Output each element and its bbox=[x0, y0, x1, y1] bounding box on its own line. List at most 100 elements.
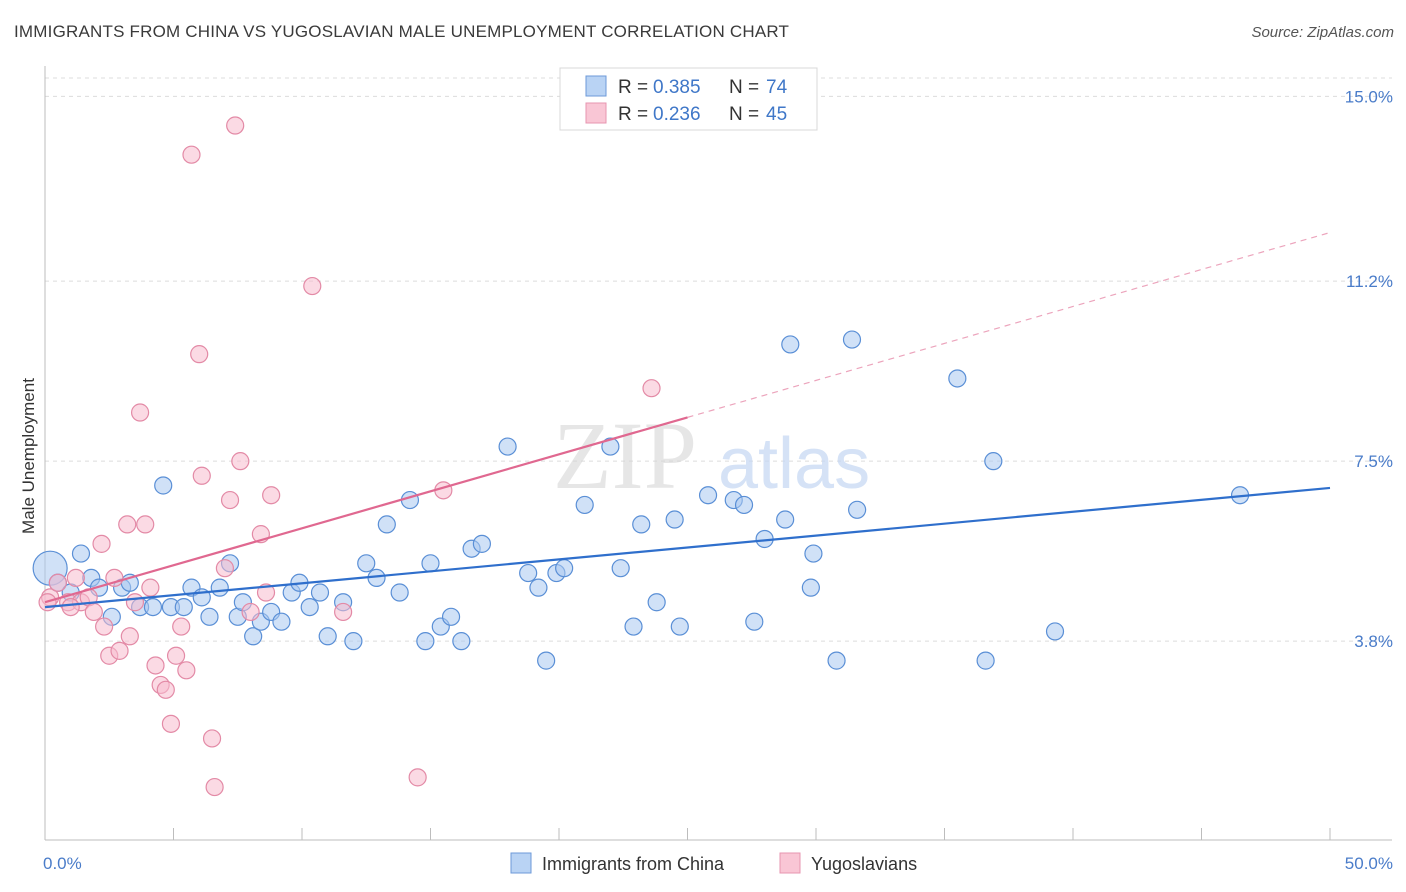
china-point bbox=[519, 563, 538, 583]
china-point bbox=[948, 369, 967, 388]
yugo-point bbox=[141, 578, 160, 597]
china-point bbox=[344, 632, 363, 651]
china-point bbox=[210, 578, 229, 597]
yugo-trend-line bbox=[44, 416, 688, 604]
trend-lines bbox=[44, 231, 1331, 609]
yugo-point bbox=[303, 276, 322, 296]
china-point bbox=[601, 437, 620, 456]
yugo-point bbox=[215, 559, 234, 578]
legend-swatch-china bbox=[585, 75, 607, 97]
bottom-legend-china: Immigrants from China bbox=[542, 854, 725, 874]
legend-yugo-n-label: N = bbox=[729, 104, 759, 125]
y-tick-label: 15.0% bbox=[1345, 87, 1393, 106]
china-point bbox=[647, 593, 666, 612]
yugo-point bbox=[177, 661, 196, 680]
y-axis-label: Male Unemployment bbox=[19, 378, 38, 534]
watermark-atlas: atlas bbox=[718, 424, 870, 504]
yugo-point bbox=[220, 490, 240, 510]
china-point bbox=[611, 559, 630, 578]
china-point bbox=[357, 554, 376, 573]
axes bbox=[44, 66, 1392, 841]
yugo-point bbox=[161, 714, 181, 733]
china-point bbox=[976, 651, 995, 670]
yugo-point bbox=[61, 597, 80, 617]
china-point bbox=[498, 437, 517, 456]
china-point bbox=[827, 651, 846, 670]
bottom-legend-swatch-china bbox=[510, 852, 532, 874]
grid-lines bbox=[45, 77, 1392, 642]
china-point bbox=[452, 632, 471, 651]
yugo-point bbox=[205, 777, 224, 797]
yugo-point bbox=[48, 573, 67, 592]
yugo-point bbox=[92, 534, 111, 553]
china-point bbox=[154, 476, 173, 495]
china-point bbox=[842, 330, 862, 349]
china-point bbox=[300, 597, 319, 617]
yugo-point bbox=[156, 680, 175, 699]
china-point bbox=[745, 612, 764, 631]
yugo-point bbox=[226, 116, 245, 135]
china-point bbox=[71, 544, 91, 563]
y-tick-labels: 3.8% 7.5% 11.2% 15.0% bbox=[1345, 87, 1393, 651]
china-point bbox=[665, 510, 684, 529]
china-point bbox=[272, 612, 291, 631]
y-tick-label: 3.8% bbox=[1354, 632, 1393, 651]
yugo-point bbox=[202, 729, 222, 748]
legend-china-r-label: R = bbox=[618, 77, 648, 98]
legend-china-n-value: 74 bbox=[766, 77, 788, 98]
y-tick-label: 7.5% bbox=[1354, 452, 1393, 471]
china-point bbox=[848, 500, 867, 519]
bottom-legend: Immigrants from China Yugoslavians bbox=[510, 852, 917, 874]
china-point bbox=[575, 495, 594, 515]
china-point bbox=[377, 515, 396, 534]
yugo-point bbox=[182, 145, 201, 164]
yugo-point bbox=[110, 641, 129, 660]
yugo-point bbox=[84, 602, 103, 622]
yugo-point bbox=[241, 602, 260, 622]
china-point bbox=[441, 607, 461, 626]
legend-yugo-r-value: 0.236 bbox=[653, 104, 701, 125]
china-trend-line bbox=[44, 486, 1331, 609]
y-tick-label: 11.2% bbox=[1346, 272, 1393, 291]
yugo-point bbox=[95, 617, 114, 636]
yugo-point bbox=[120, 627, 139, 646]
china-point bbox=[416, 632, 435, 651]
bottom-legend-swatch-yugo bbox=[779, 852, 801, 874]
yugo-point bbox=[172, 617, 191, 636]
yugo-point bbox=[146, 656, 165, 675]
chart-title: IMMIGRANTS FROM CHINA VS YUGOSLAVIAN MAL… bbox=[14, 22, 790, 41]
watermark-zip: ZIP bbox=[553, 402, 697, 509]
china-point bbox=[310, 583, 330, 602]
legend-yugo-r-label: R = bbox=[618, 104, 648, 125]
yugo-point bbox=[262, 486, 281, 505]
china-point bbox=[781, 335, 800, 354]
china-point bbox=[698, 486, 718, 505]
legend: R = 0.385 N = 74 R = 0.236 N = 45 bbox=[559, 67, 818, 131]
china-point bbox=[200, 607, 219, 626]
bottom-legend-yugo: Yugoslavians bbox=[811, 854, 917, 874]
yugo-point bbox=[118, 515, 137, 534]
china-point bbox=[632, 515, 651, 534]
yugo-point bbox=[231, 452, 250, 471]
china-point bbox=[555, 559, 574, 578]
china-point bbox=[1045, 622, 1065, 641]
yugo-point bbox=[66, 568, 85, 588]
china-point bbox=[801, 578, 820, 597]
yugo-point bbox=[130, 403, 150, 422]
china-point bbox=[776, 510, 795, 529]
legend-china-r-value: 0.385 bbox=[653, 77, 701, 98]
yugo-point bbox=[192, 466, 211, 485]
china-point bbox=[174, 597, 193, 617]
china-point bbox=[537, 651, 556, 670]
yugo-trend-extension bbox=[687, 231, 1331, 418]
china-point bbox=[318, 627, 337, 646]
china-point bbox=[390, 583, 409, 602]
china-point bbox=[529, 578, 548, 597]
yugo-point bbox=[166, 646, 186, 665]
yugo-point bbox=[334, 602, 353, 622]
x-tick-labels: 0.0% 50.0% bbox=[43, 854, 1393, 873]
legend-yugo-n-value: 45 bbox=[766, 104, 787, 125]
china-point bbox=[734, 495, 754, 515]
yugo-point bbox=[256, 583, 276, 602]
